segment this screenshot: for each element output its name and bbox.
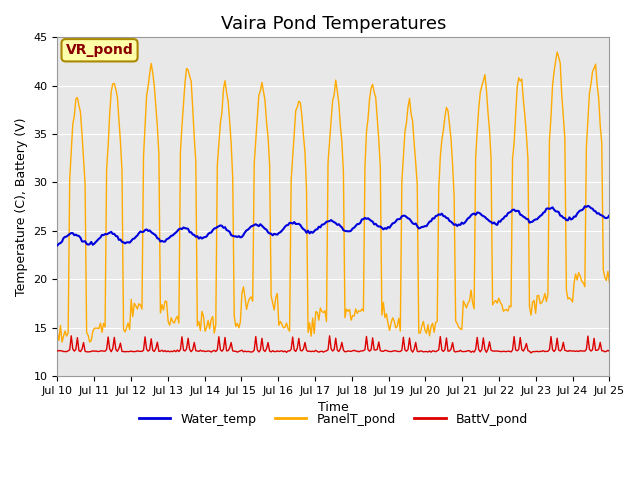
Y-axis label: Temperature (C), Battery (V): Temperature (C), Battery (V) <box>15 118 28 296</box>
X-axis label: Time: Time <box>318 401 349 414</box>
Legend: Water_temp, PanelT_pond, BattV_pond: Water_temp, PanelT_pond, BattV_pond <box>134 408 532 431</box>
Title: Vaira Pond Temperatures: Vaira Pond Temperatures <box>221 15 446 33</box>
Text: VR_pond: VR_pond <box>66 43 133 57</box>
